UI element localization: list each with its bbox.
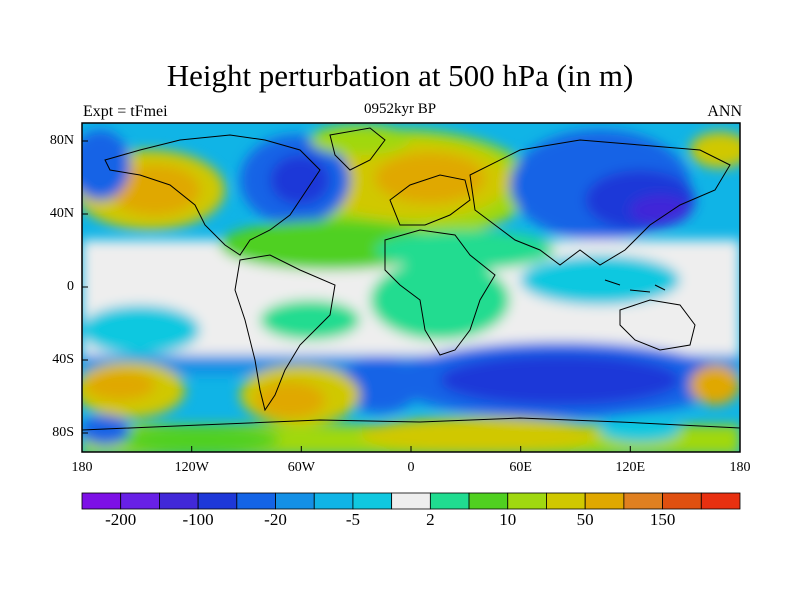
experiment-label: Expt = tFmei	[83, 103, 168, 120]
colorbar-swatch	[197, 492, 238, 510]
colorbar-swatch	[159, 492, 199, 510]
colorbar-label: -100	[182, 510, 214, 529]
lat-label-40n: 40N	[49, 206, 74, 221]
lat-label-0: 0	[67, 279, 74, 294]
season-label: ANN	[707, 103, 742, 120]
lat-label-80s: 80S	[52, 425, 74, 440]
colorbar-swatch	[429, 492, 470, 510]
colorbar-swatch	[352, 492, 393, 510]
colorbar-label: 10	[499, 510, 517, 529]
coastlines	[82, 127, 740, 431]
lat-label-40s: 40S	[52, 352, 74, 367]
colorbar-swatch	[236, 492, 276, 510]
lon-label-120e: 120E	[615, 460, 646, 475]
colorbar-swatch	[468, 492, 509, 510]
colorbar-label: 150	[649, 510, 676, 529]
colorbar-label: -20	[264, 510, 287, 529]
colorbar	[81, 492, 741, 510]
colorbar-swatch	[546, 492, 586, 510]
colorbar-swatch	[700, 492, 741, 510]
colorbar-swatch	[584, 492, 625, 510]
lon-label-180w: 180	[71, 460, 93, 475]
lon-label-180e: 180	[729, 460, 751, 475]
map-title: Height perturbation at 500 hPa (in m)	[166, 58, 634, 93]
lon-label-120w: 120W	[174, 460, 209, 475]
lon-label-60w: 60W	[287, 460, 315, 475]
colorbar-swatch	[507, 492, 547, 510]
colorbar-swatch	[313, 492, 354, 510]
colorbar-swatch	[623, 492, 663, 510]
axis-ticks	[82, 140, 631, 452]
colorbar-label: 2	[426, 510, 435, 529]
colorbar-swatch	[81, 492, 122, 510]
height-field	[82, 123, 740, 452]
lon-label-60e: 60E	[509, 460, 532, 475]
colorbar-swatch	[391, 492, 431, 510]
colorbar-label: -200	[105, 510, 137, 529]
colorbar-swatch	[275, 492, 315, 510]
colorbar-swatch	[662, 492, 702, 510]
time-label: 0952kyr BP	[363, 101, 437, 117]
colorbar-label: 50	[576, 510, 594, 529]
lat-label-80n: 80N	[49, 133, 74, 148]
colorbar-swatch	[120, 492, 160, 510]
lon-label-0: 0	[407, 460, 415, 475]
colorbar-label: -5	[345, 510, 361, 529]
